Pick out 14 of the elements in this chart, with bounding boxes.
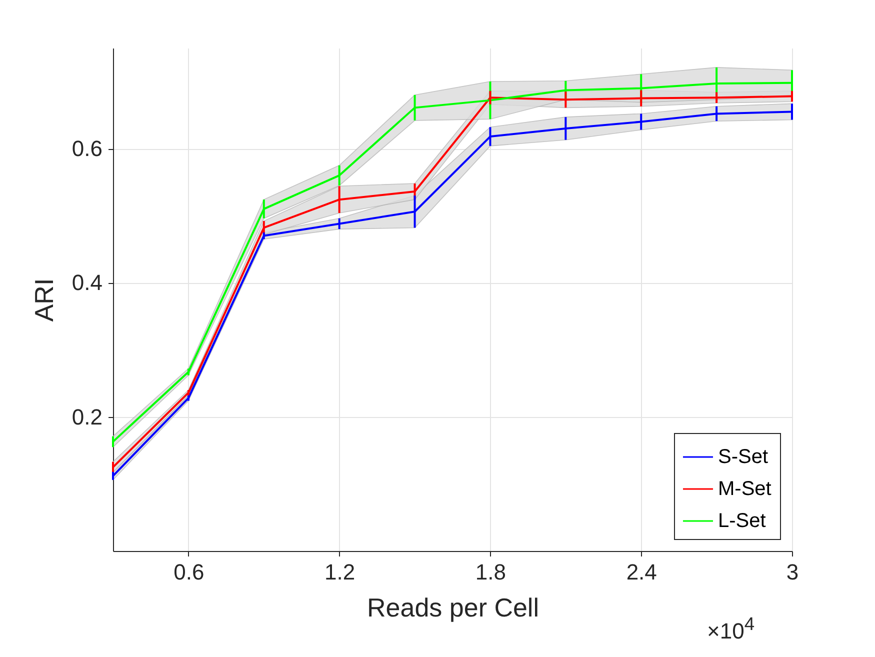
x-tick-label: 3 [786, 560, 799, 584]
y-tick-label: 0.2 [72, 404, 102, 430]
x-tick-label: 1.2 [324, 560, 356, 584]
legend-label: S-Set [718, 446, 768, 468]
y-axis-title: ARI [28, 278, 59, 322]
x-tick-label: 1.8 [475, 560, 506, 584]
x-tick-label: 0.6 [174, 560, 204, 584]
text: ×10$^{4}$ [707, 613, 755, 644]
x-tick-label: 2.4 [626, 560, 657, 584]
legend-label: L-Set [718, 510, 766, 532]
y-tick-label: 0.6 [72, 136, 102, 162]
y-tick-label: 0.4 [72, 270, 102, 296]
legend-label: M-Set [718, 478, 772, 500]
x-axis-title: Reads per Cell [367, 592, 539, 622]
